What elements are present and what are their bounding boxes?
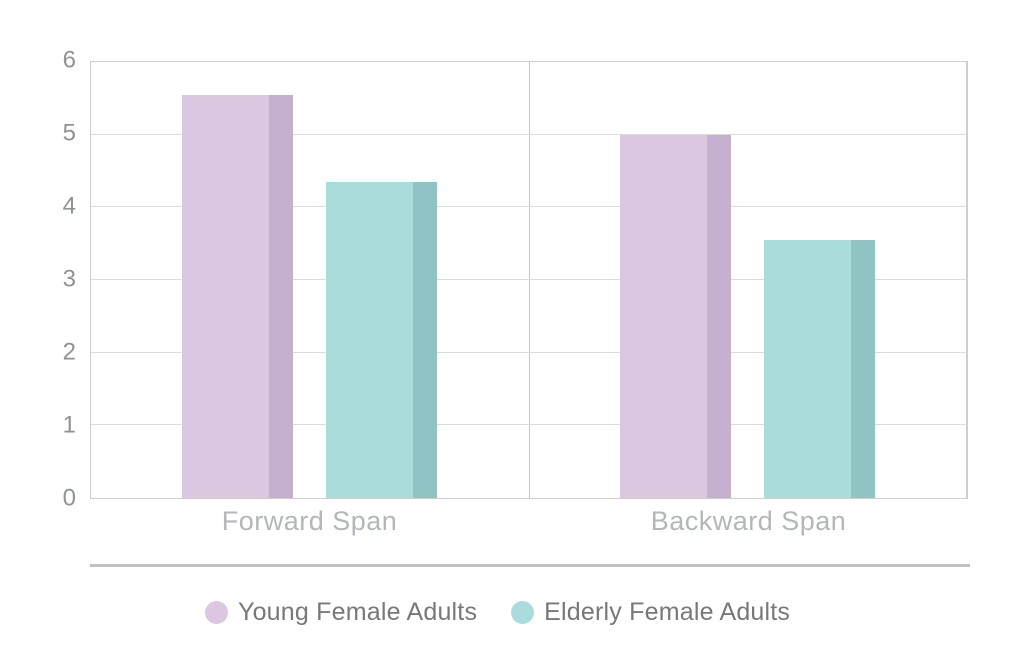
legend: Young Female Adults Elderly Female Adult… <box>205 598 790 627</box>
bar-young-female-adults-backward-span <box>619 134 731 498</box>
y-tick-label-2: 2 <box>62 338 76 366</box>
panel-divider <box>528 62 530 498</box>
legend-item-elderly-female-adults: Elderly Female Adults <box>511 598 790 627</box>
y-tick-label-3: 3 <box>62 265 76 293</box>
bar-shaded-edge <box>413 181 438 498</box>
bar-shaded-edge <box>269 94 294 498</box>
y-tick-label-6: 6 <box>62 46 76 74</box>
x-axis-label-forward-span: Forward Span <box>221 506 398 536</box>
gridline-y-4 <box>91 206 966 208</box>
x-axis: Forward Span Backward Span <box>90 506 968 537</box>
y-tick-label-1: 1 <box>62 411 76 439</box>
legend-item-young-female-adults: Young Female Adults <box>205 598 477 627</box>
y-tick-label-5: 5 <box>62 119 76 147</box>
legend-label: Young Female Adults <box>238 598 478 626</box>
gridline-y-2 <box>91 351 966 353</box>
y-tick-label-4: 4 <box>62 192 76 220</box>
bar-elderly-female-adults-backward-span <box>763 240 875 498</box>
gridline-y-1 <box>91 424 966 426</box>
bar-shaded-edge <box>850 240 875 498</box>
plot-area <box>90 61 968 499</box>
legend-label: Elderly Female Adults <box>544 598 791 626</box>
gridline-y-5 <box>91 133 966 135</box>
bar-elderly-female-adults-forward-span <box>326 181 438 498</box>
y-tick-label-0: 0 <box>62 484 76 512</box>
legend-swatch-circle-icon <box>205 601 228 624</box>
x-axis-label-backward-span: Backward Span <box>650 506 847 536</box>
bar-young-female-adults-forward-span <box>182 94 294 498</box>
gridline-y-3 <box>91 279 966 280</box>
legend-separator-line <box>90 564 970 567</box>
y-axis: 0 1 2 3 4 5 6 <box>0 46 76 511</box>
legend-swatch-circle-icon <box>511 601 535 624</box>
bar-shaded-edge <box>706 134 731 498</box>
